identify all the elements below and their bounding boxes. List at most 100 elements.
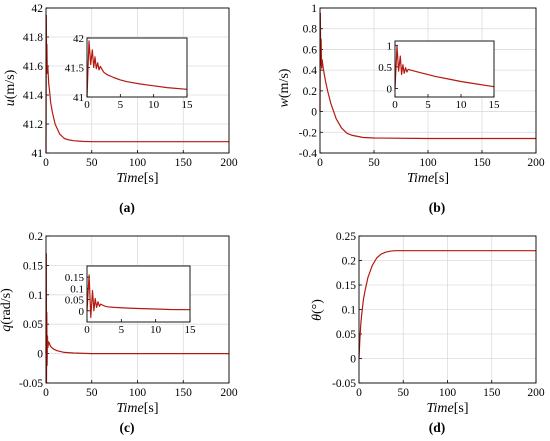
inset-x-tick-label: 5 (118, 99, 124, 111)
inset-plot-area (87, 38, 187, 97)
y-tick-label: 1 (311, 3, 317, 15)
y-tick-label: 0.2 (303, 86, 318, 98)
axes-frame (45, 235, 230, 384)
y-tick-label: 42 (32, 3, 44, 15)
x-tick-label: 200 (220, 387, 238, 399)
x-tick-label: 0 (43, 387, 49, 399)
x-axis-unit: [s] (454, 401, 469, 416)
y-tick-label: 0.1 (29, 290, 44, 302)
inset-y-tick-label: 0.15 (65, 272, 85, 284)
x-tick-label: 0 (43, 157, 49, 169)
axes-frame (319, 7, 537, 154)
panel-d: 0 50 100 150 200-0.0500.050.10.150.20.25θ(°)… (310, 231, 545, 435)
inset-x-tick-label: 0 (392, 99, 398, 111)
y-axis-unit: (rad/s) (0, 288, 14, 325)
y-tick-label: 0.15 (336, 280, 356, 292)
inset-series-line (86, 40, 188, 98)
inset-y-tick-label: 0.5 (378, 62, 392, 74)
x-tick-label: 50 (368, 157, 380, 169)
series-line (45, 253, 229, 384)
x-axis-variable: Time (407, 171, 434, 186)
y-tick-label: 0.05 (336, 329, 356, 341)
panel-a: 0 50 100 150 2004141.241.441.641.842u(m/s)Ti… (3, 3, 238, 215)
inset-y-tick-label: 41 (73, 92, 84, 104)
y-axis-label: q(rad/s) (0, 288, 14, 332)
series-line (319, 12, 536, 140)
inset-axes-frame (86, 37, 188, 98)
y-tick-label: 41.4 (23, 90, 43, 102)
x-tick-label: 50 (86, 387, 98, 399)
x-tick-label: 50 (398, 387, 410, 399)
inset-x-tick-label: 10 (148, 99, 160, 111)
y-axis-label: θ(°) (310, 299, 325, 321)
y-tick-label: 0.6 (303, 44, 318, 56)
inset-y-tick-label: 0 (79, 306, 85, 318)
y-tick-label: -0.05 (332, 378, 356, 390)
y-tick-label: 0.8 (303, 24, 318, 36)
inset-x-tick-label: 0 (84, 324, 90, 336)
axes-frame (358, 235, 537, 384)
inset-y-tick-label: 41.5 (65, 63, 85, 75)
y-tick-label: -0.2 (299, 127, 317, 139)
x-axis-variable: Time (116, 401, 143, 416)
y-tick-label: 41.8 (23, 32, 43, 44)
inset-plot-area (395, 41, 494, 97)
series-line (358, 250, 536, 359)
x-tick-label: 200 (527, 387, 545, 399)
x-axis-unit: [s] (144, 401, 159, 416)
inset-x-tick-label: 15 (185, 324, 197, 336)
x-tick-label: 100 (129, 387, 147, 399)
y-tick-label: 0.2 (29, 231, 44, 243)
x-tick-label: 100 (129, 157, 147, 169)
x-axis-variable: Time (116, 171, 143, 186)
inset-y-tick-label: 0.05 (65, 295, 85, 307)
x-tick-label: 100 (419, 157, 437, 169)
x-axis-label: Time[s] (116, 401, 158, 416)
panel-c: 0 50 100 150 200-0.0500.050.10.150.2q(rad/s)… (0, 231, 238, 435)
panel-b: 0 50 100 150 200 -0.4 -0.2 0 0.2 0.4 0.6 0.8 1 w(m/s)… (277, 3, 545, 215)
x-axis-label: Time[s] (426, 401, 468, 416)
panel-caption: (c) (120, 420, 135, 435)
y-tick-label: 0.2 (342, 256, 357, 268)
y-axis-variable: w (277, 97, 292, 107)
x-tick-label: 200 (527, 157, 545, 169)
inset-plot-area (87, 266, 190, 322)
x-axis-unit: [s] (144, 171, 159, 186)
inset-y-tick-label: 42 (73, 33, 84, 45)
x-tick-label: 200 (220, 157, 238, 169)
y-tick-label: 0.25 (336, 231, 356, 243)
inset-x-tick-label: 10 (150, 324, 162, 336)
x-tick-label: 150 (175, 387, 193, 399)
panel-caption: (a) (119, 200, 135, 215)
x-axis-label: Time[s] (407, 171, 449, 186)
inset-x-tick-label: 15 (182, 99, 194, 111)
axes-frame (45, 7, 230, 154)
y-tick-label: -0.05 (19, 378, 43, 390)
x-tick-label: 150 (473, 157, 491, 169)
x-axis-unit: [s] (434, 171, 449, 186)
x-axis-label: Time[s] (116, 171, 158, 186)
y-tick-label: 0 (350, 354, 356, 366)
inset-x-tick-label: 5 (119, 324, 125, 336)
y-tick-label: -0.4 (299, 148, 317, 160)
x-axis-variable: Time (426, 401, 453, 416)
inset-y-tick-label: 1 (387, 40, 393, 52)
x-tick-label: 150 (175, 157, 193, 169)
y-tick-label: 0 (37, 349, 43, 361)
y-axis-label: w(m/s) (277, 68, 292, 107)
y-axis-unit: (m/s) (3, 69, 18, 99)
y-tick-label: 0.4 (303, 65, 318, 77)
series-line (45, 14, 229, 154)
inset-axes-frame (394, 40, 495, 98)
y-tick-label: 0.05 (23, 319, 43, 331)
y-axis-variable: u (3, 99, 18, 106)
y-axis-unit: (°) (310, 299, 325, 314)
inset-plot: 0 5 10 15 0 0.5 1 (378, 40, 500, 111)
y-tick-label: 41.2 (23, 119, 43, 131)
y-tick-label: 41.6 (23, 61, 43, 73)
panel-caption: (d) (429, 420, 446, 435)
inset-axes-frame (86, 265, 191, 323)
x-tick-label: 0 (317, 157, 323, 169)
inset-x-tick-label: 5 (425, 99, 431, 111)
